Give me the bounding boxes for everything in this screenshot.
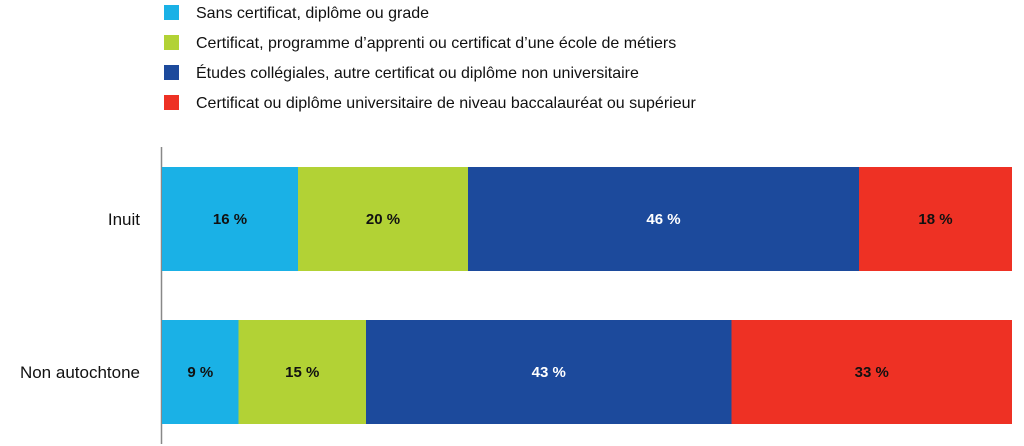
legend: Sans certificat, diplôme ou grade Certifi… — [164, 5, 697, 112]
legend-swatch-2 — [164, 65, 179, 80]
legend-swatch-0 — [164, 5, 179, 20]
legend-label-0: Sans certificat, diplôme ou grade — [196, 5, 429, 22]
bar-segment-0-2 — [468, 167, 859, 271]
legend-label-3: Certificat ou diplôme universitaire de n… — [196, 95, 697, 112]
data-label-0-0: 16 % — [213, 211, 247, 228]
bar-segment-1-3 — [731, 320, 1012, 424]
data-label-1-2: 43 % — [532, 364, 566, 381]
category-label-0: Inuit — [108, 210, 140, 229]
bar-segment-0-3 — [859, 167, 1012, 271]
category-labels: Inuit Non autochtone — [20, 210, 140, 382]
data-label-0-1: 20 % — [366, 211, 400, 228]
legend-label-2: Études collégiales, autre certificat ou … — [196, 63, 639, 82]
bar-segment-0-0 — [162, 167, 298, 271]
data-label-0-3: 18 % — [918, 211, 952, 228]
data-label-1-1: 15 % — [285, 364, 319, 381]
bar-segment-0-1 — [298, 167, 468, 271]
bar-segment-1-2 — [366, 320, 732, 424]
data-label-0-2: 46 % — [646, 211, 680, 228]
data-label-1-3: 33 % — [855, 364, 889, 381]
category-label-1: Non autochtone — [20, 363, 140, 382]
data-label-1-0: 9 % — [187, 364, 213, 381]
bar-segment-1-0 — [162, 320, 239, 424]
legend-swatch-3 — [164, 95, 179, 110]
bar-segment-1-1 — [238, 320, 366, 424]
legend-label-1: Certificat, programme d’apprenti ou cert… — [196, 35, 676, 52]
bars: 16 % 20 % 46 % 18 % 9 % 15 % 43 % 33 % — [162, 167, 1012, 424]
legend-swatch-1 — [164, 35, 179, 50]
